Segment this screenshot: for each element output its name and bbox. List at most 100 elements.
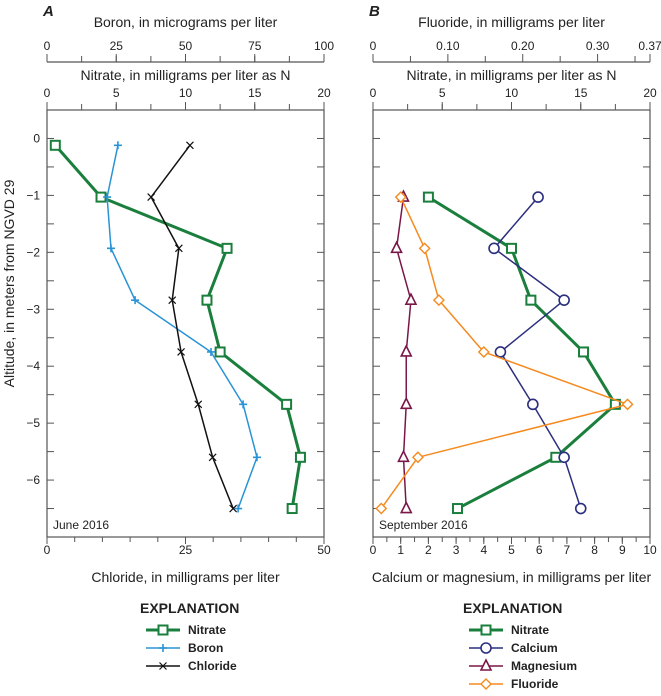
legend: EXPLANATION Nitrate Boron Chloride [140, 600, 239, 673]
x-tick-label: 10 [643, 543, 657, 557]
data-point-calcium [488, 242, 500, 255]
axis-bottom: 0 25 50 Chloride, in milligrams per liter [44, 537, 331, 585]
data-point-nitrate [451, 503, 463, 515]
legend-marker [480, 624, 492, 636]
data-point-calcium [494, 346, 507, 358]
panel-label: B [369, 3, 380, 20]
x-tick-label: 9 [619, 543, 626, 557]
y-tick-label: −6 [26, 473, 40, 487]
data-point-fluoride [477, 345, 490, 358]
data-point-nitrate [525, 294, 537, 306]
data-point-chloride [186, 141, 194, 150]
legend: EXPLANATION Nitrate Calcium Magnesium Fluori… [463, 600, 577, 691]
data-point-magnesium [399, 344, 413, 357]
panel-label: A [42, 3, 54, 20]
x-tick-label: 0 [370, 543, 377, 557]
legend-marker [480, 642, 492, 654]
data-point-chloride [168, 296, 177, 305]
data-point-boron [113, 141, 122, 150]
series-boron [103, 141, 261, 513]
x-axis-title: Fluoride, in milligrams per liter [418, 14, 605, 30]
series-fluoride [375, 191, 634, 515]
series-line-nitrate [54, 144, 302, 509]
x-tick-label: 15 [248, 86, 262, 100]
data-point-nitrate [214, 346, 226, 358]
data-point-boron [234, 504, 243, 513]
data-point-fluoride [394, 191, 407, 204]
series-magnesium [390, 189, 418, 514]
y-tick-label: −5 [26, 416, 40, 430]
legend-marker [157, 624, 169, 636]
x-tick-label: 4 [480, 543, 487, 557]
series-nitrate [49, 139, 306, 515]
data-point-magnesium [404, 292, 418, 305]
data-point-fluoride [621, 398, 634, 411]
x-tick-label: 8 [591, 543, 598, 557]
plot-frame [46, 109, 325, 538]
data-point-chloride [229, 504, 238, 513]
data-point-calcium [574, 502, 587, 515]
data-point-calcium [558, 294, 570, 306]
legend-item: Calcium [469, 641, 558, 655]
y-tick-label: −1 [26, 188, 40, 202]
legend-item: Nitrate [469, 623, 549, 637]
data-point-nitrate [578, 346, 590, 358]
data-point-calcium [527, 398, 539, 411]
legend-item: Chloride [146, 659, 237, 673]
data-point-chloride [208, 453, 217, 462]
data-point-boron [103, 193, 112, 202]
axis-top1: 0 25 50 75 100 Boron, in micrograms per liter [44, 14, 334, 63]
x-tick-label: 10 [505, 86, 519, 100]
legend-item: Nitrate [146, 623, 226, 637]
x-tick-label: 6 [536, 543, 543, 557]
date-label: June 2016 [53, 518, 109, 532]
data-point-magnesium [390, 240, 403, 254]
series-line-chloride [150, 144, 234, 509]
legend-label: Chloride [188, 659, 237, 673]
x-tick-label: 50 [179, 39, 193, 53]
data-point-magnesium [399, 500, 413, 514]
x-tick-label: 20 [643, 86, 657, 100]
x-tick-label: 0 [44, 543, 51, 557]
x-tick-label: 5 [439, 86, 446, 100]
x-axis-title: Boron, in micrograms per liter [94, 14, 278, 30]
data-point-nitrate [49, 139, 61, 151]
data-point-boron [252, 453, 261, 462]
data-point-fluoride [418, 242, 431, 255]
data-point-boron [206, 347, 215, 356]
data-point-fluoride [375, 502, 388, 515]
x-tick-label: 0.20 [511, 39, 535, 53]
x-tick-label: 0.10 [436, 39, 460, 53]
data-point-nitrate [286, 503, 298, 515]
data-point-boron [106, 244, 115, 253]
x-tick-label: 20 [317, 86, 331, 100]
legend-item: Boron [146, 641, 223, 655]
data-point-boron [131, 296, 140, 305]
y-tick-label: −3 [26, 302, 40, 316]
data-point-nitrate [294, 451, 306, 463]
legend-label: Fluoride [511, 677, 559, 691]
panel-a: A 0 −1 −2 −3 −4 −5 −6 Altitude, in meters from N… [1, 3, 334, 673]
series-nitrate [422, 191, 621, 515]
legend-marker [159, 644, 167, 652]
data-point-chloride [174, 244, 183, 253]
x-tick-label: 75 [248, 39, 262, 53]
legend-title: EXPLANATION [140, 600, 239, 616]
legend-marker [480, 678, 492, 690]
y-axis-title: Altitude, in meters from NGVD 29 [1, 179, 17, 387]
x-tick-label: 50 [317, 543, 331, 557]
legend-label: Boron [188, 641, 223, 655]
legend-item: Magnesium [469, 658, 577, 673]
x-tick-label: 0 [370, 39, 377, 53]
y-tick-label: −2 [26, 245, 40, 259]
axis-bottom: 0 1 2 3 4 5 6 7 8 9 10 Calcium or magnesium, in mil… [370, 537, 657, 585]
legend-label: Calcium [511, 641, 558, 655]
axis-top2: 0 5 10 15 20 Nitrate, in milligrams per liter… [370, 67, 657, 110]
x-tick-label: 0 [44, 39, 51, 53]
data-point-magnesium [397, 449, 410, 463]
legend-marker [159, 662, 167, 670]
x-tick-label: 7 [564, 543, 571, 557]
x-tick-label: 3 [453, 543, 460, 557]
x-axis-title: Chloride, in milligrams per liter [91, 569, 280, 585]
